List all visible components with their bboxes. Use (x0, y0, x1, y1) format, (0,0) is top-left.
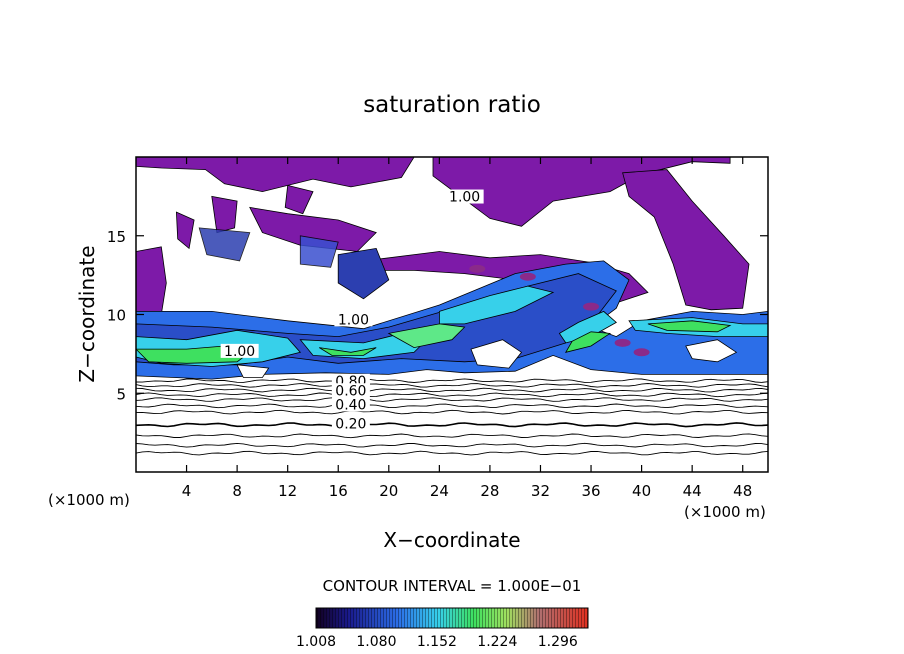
colorbar: 1.008 1.080 1.152 1.224 1.296 (296, 607, 589, 650)
y-tick-label: 5 (116, 385, 126, 403)
x-tick-label: 32 (531, 482, 550, 500)
supersaturated-region (211, 195, 238, 234)
y-tick-label: 15 (107, 228, 126, 246)
y-axis-unit: (×1000 m) (48, 491, 130, 509)
contour-line (136, 397, 768, 402)
contour-line (136, 422, 768, 428)
x-tick-label: 12 (278, 482, 297, 500)
x-tick-label: 20 (379, 482, 398, 500)
saturation-regions (136, 157, 768, 380)
supersaturated-region (175, 211, 195, 250)
contour-line (136, 442, 768, 448)
colorbar-tick-label: 1.152 (417, 634, 457, 650)
blue-cloud-region (337, 247, 390, 300)
high-saturation-spot (583, 302, 600, 311)
plot-area (136, 157, 768, 472)
supersaturated-region (284, 184, 314, 215)
x-tick-label: 24 (430, 482, 449, 500)
colorbar-tick-label: 1.080 (356, 634, 396, 650)
supersaturated-region (136, 246, 167, 319)
clear-pocket (685, 339, 738, 363)
high-saturation-spot (614, 338, 631, 347)
contour-label: 0.60 (335, 383, 366, 399)
x-tick-label: 48 (733, 482, 752, 500)
x-tick-label: 8 (232, 482, 242, 500)
contour-line (136, 387, 768, 393)
contour-line (136, 403, 768, 409)
contour-label-background (220, 343, 259, 358)
contour-line (136, 433, 768, 439)
x-tick-label: 44 (683, 482, 702, 500)
contour-line (136, 409, 768, 415)
y-tick-label: 10 (107, 307, 126, 325)
contour-label-background (334, 312, 373, 327)
colorbar-ticks: 1.008 1.080 1.152 1.224 1.296 (296, 634, 578, 650)
clear-pocket (470, 339, 523, 369)
contour-label: 0.40 (335, 397, 366, 413)
high-saturation-spot (469, 264, 486, 273)
x-tick-label: 36 (581, 482, 600, 500)
y-axis-label: Z−coordinate (75, 245, 99, 382)
clear-pocket (236, 364, 270, 378)
contour-label-background (331, 383, 370, 398)
high-saturation-spot (519, 272, 536, 281)
cloud-core (564, 331, 612, 353)
contour-labels: 1.001.001.000.800.600.400.20 (220, 189, 484, 432)
contour-line (136, 392, 768, 398)
x-tick-label: 16 (329, 482, 348, 500)
x-axis-label: X−coordinate (383, 528, 520, 552)
colorbar-tick-label: 1.224 (477, 634, 517, 650)
contour-label-background (331, 397, 370, 412)
y-axis-ticks: 5 10 15 (107, 228, 768, 403)
colorbar-tick-label: 1.008 (296, 634, 336, 650)
x-axis-unit: (×1000 m) (684, 503, 766, 521)
contour-label-background (445, 189, 484, 204)
supersaturated-region (249, 206, 377, 252)
high-saturation-spot (633, 348, 650, 357)
contour-label: 0.20 (335, 416, 366, 432)
supersaturated-region (622, 169, 750, 311)
contour-line (136, 378, 768, 383)
blue-cloud-region (299, 235, 339, 268)
cloud-core (319, 347, 377, 356)
contour-interval-label: CONTOUR INTERVAL = 1.000E−01 (323, 577, 582, 595)
x-axis-ticks: 4 8 12 16 20 24 28 32 36 40 44 48 (182, 157, 752, 500)
cloud-core (439, 285, 555, 325)
supersaturated-region (136, 157, 415, 193)
x-tick-label: 40 (632, 482, 651, 500)
contour-label-background (331, 416, 370, 431)
x-tick-label: 4 (182, 482, 192, 500)
cloud-core (387, 323, 466, 349)
contour-label: 1.00 (338, 312, 369, 328)
contour-lines (136, 378, 768, 456)
contour-line (136, 450, 768, 456)
blue-cloud-region (198, 227, 251, 262)
cloud-core (647, 320, 732, 333)
chart-title: saturation ratio (363, 92, 541, 118)
x-tick-label: 28 (480, 482, 499, 500)
colorbar-tick-label: 1.296 (538, 634, 578, 650)
contour-line (136, 383, 768, 388)
contour-label: 1.00 (449, 190, 480, 206)
contour-label: 1.00 (224, 344, 255, 360)
